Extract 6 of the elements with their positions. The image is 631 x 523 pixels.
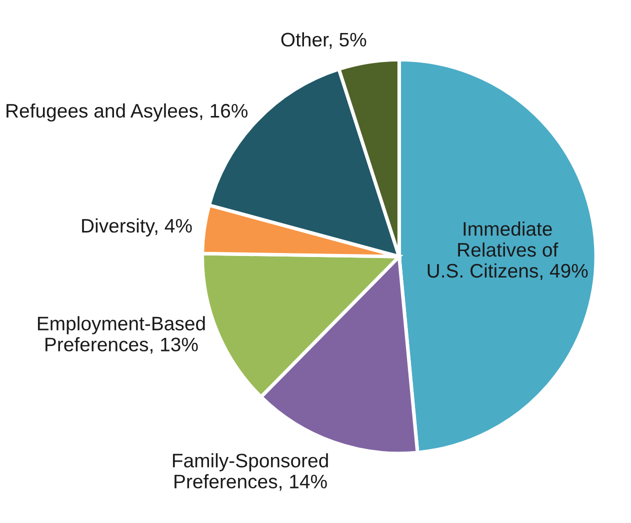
slice-label: Refugees and Asylees, 16%	[6, 103, 248, 122]
slice-label: Immediate Relatives of U.S. Citizens, 49%	[428, 222, 588, 280]
slice-label: Family-Sponsored Preferences, 14%	[172, 453, 328, 491]
slice-label: Other, 5%	[281, 32, 366, 49]
slice-label: Employment-Based Preferences, 13%	[38, 316, 205, 354]
slice-label: Diversity, 4%	[82, 218, 192, 237]
